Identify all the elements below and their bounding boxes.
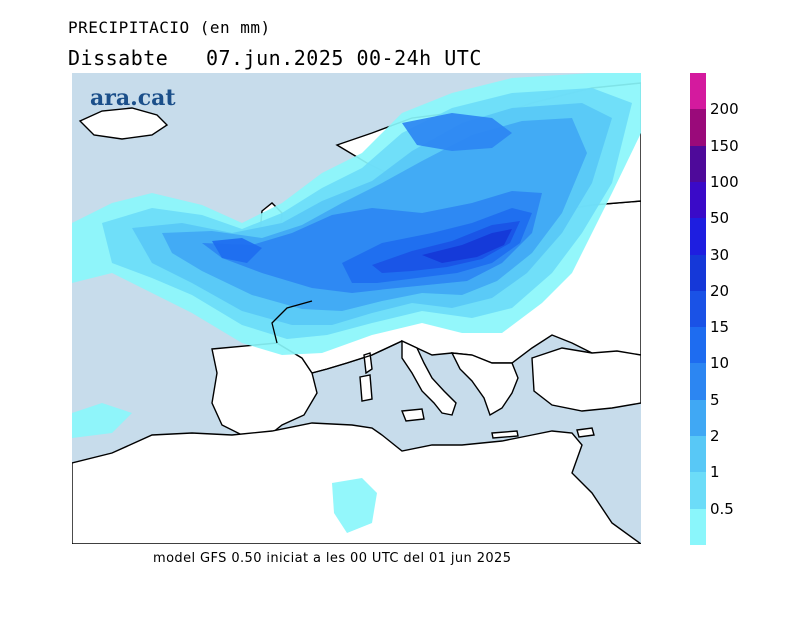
legend-label: 200 — [710, 100, 739, 119]
legend-label: 15 — [710, 318, 730, 337]
legend-swatch — [690, 436, 706, 473]
legend-swatch — [690, 73, 706, 110]
legend-label: 1 — [710, 463, 720, 482]
legend-label: 150 — [710, 136, 739, 155]
legend-label: 5 — [710, 390, 720, 409]
precipitation-legend: 200 150 100 50 30 20 15 10 5 2 1 0.5 — [690, 73, 739, 546]
map-title: PRECIPITACIO (en mm) — [68, 18, 271, 37]
precipitation-map — [72, 73, 641, 544]
legend-label: 10 — [710, 354, 730, 373]
legend-swatch — [690, 181, 706, 219]
legend-swatch — [690, 145, 706, 183]
legend-label: 0.5 — [710, 499, 734, 518]
legend-swatch — [690, 399, 706, 437]
legend-swatch — [690, 218, 706, 255]
legend-label: 30 — [710, 245, 730, 264]
model-caption: model GFS 0.50 iniciat a les 00 UTC del … — [153, 551, 512, 566]
map-subtitle: Dissabte 07.jun.2025 00-24h UTC — [68, 46, 482, 70]
legend-label: 100 — [710, 172, 739, 191]
legend-swatch — [690, 508, 706, 546]
legend-label: 2 — [710, 427, 720, 445]
legend-swatch — [690, 109, 706, 147]
legend-label: 50 — [710, 209, 730, 228]
legend-swatch — [690, 327, 706, 364]
coastlines — [271, 300, 403, 374]
legend-swatch — [690, 290, 706, 328]
aracat-logo[interactable]: ara.cat — [90, 85, 176, 111]
precipitation-layer — [72, 73, 641, 533]
legend-swatch — [690, 363, 706, 401]
legend-swatch — [690, 472, 706, 510]
legend-label: 20 — [710, 281, 730, 300]
legend-swatch — [690, 254, 706, 292]
